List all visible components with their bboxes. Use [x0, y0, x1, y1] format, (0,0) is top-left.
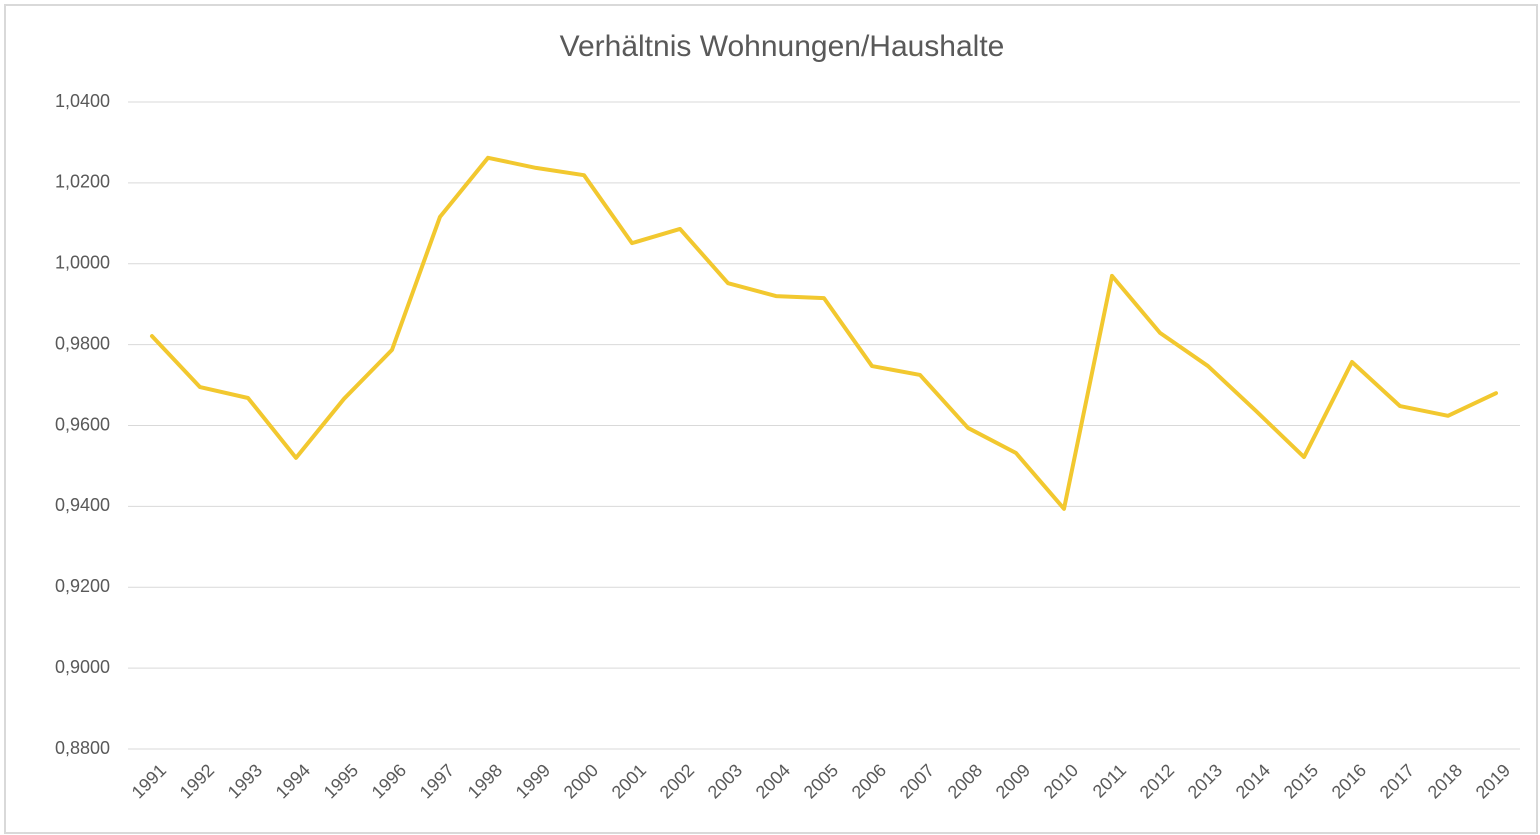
chart-frame [4, 4, 1538, 834]
line-series [150, 155, 1498, 511]
y-tick-label: 1,0400 [55, 91, 110, 111]
y-tick-label: 0,9000 [55, 657, 110, 677]
chart-title: Verhältnis Wohnungen/Haushalte [560, 30, 1005, 63]
y-tick-label: 1,0200 [55, 172, 110, 192]
y-tick-label: 0,9600 [55, 414, 110, 434]
y-tick-label: 0,9800 [55, 333, 110, 353]
y-tick-label: 0,9200 [55, 576, 110, 596]
y-tick-label: 1,0000 [55, 253, 110, 273]
y-tick-label: 0,8800 [55, 738, 110, 758]
y-tick-label: 0,9400 [55, 495, 110, 515]
